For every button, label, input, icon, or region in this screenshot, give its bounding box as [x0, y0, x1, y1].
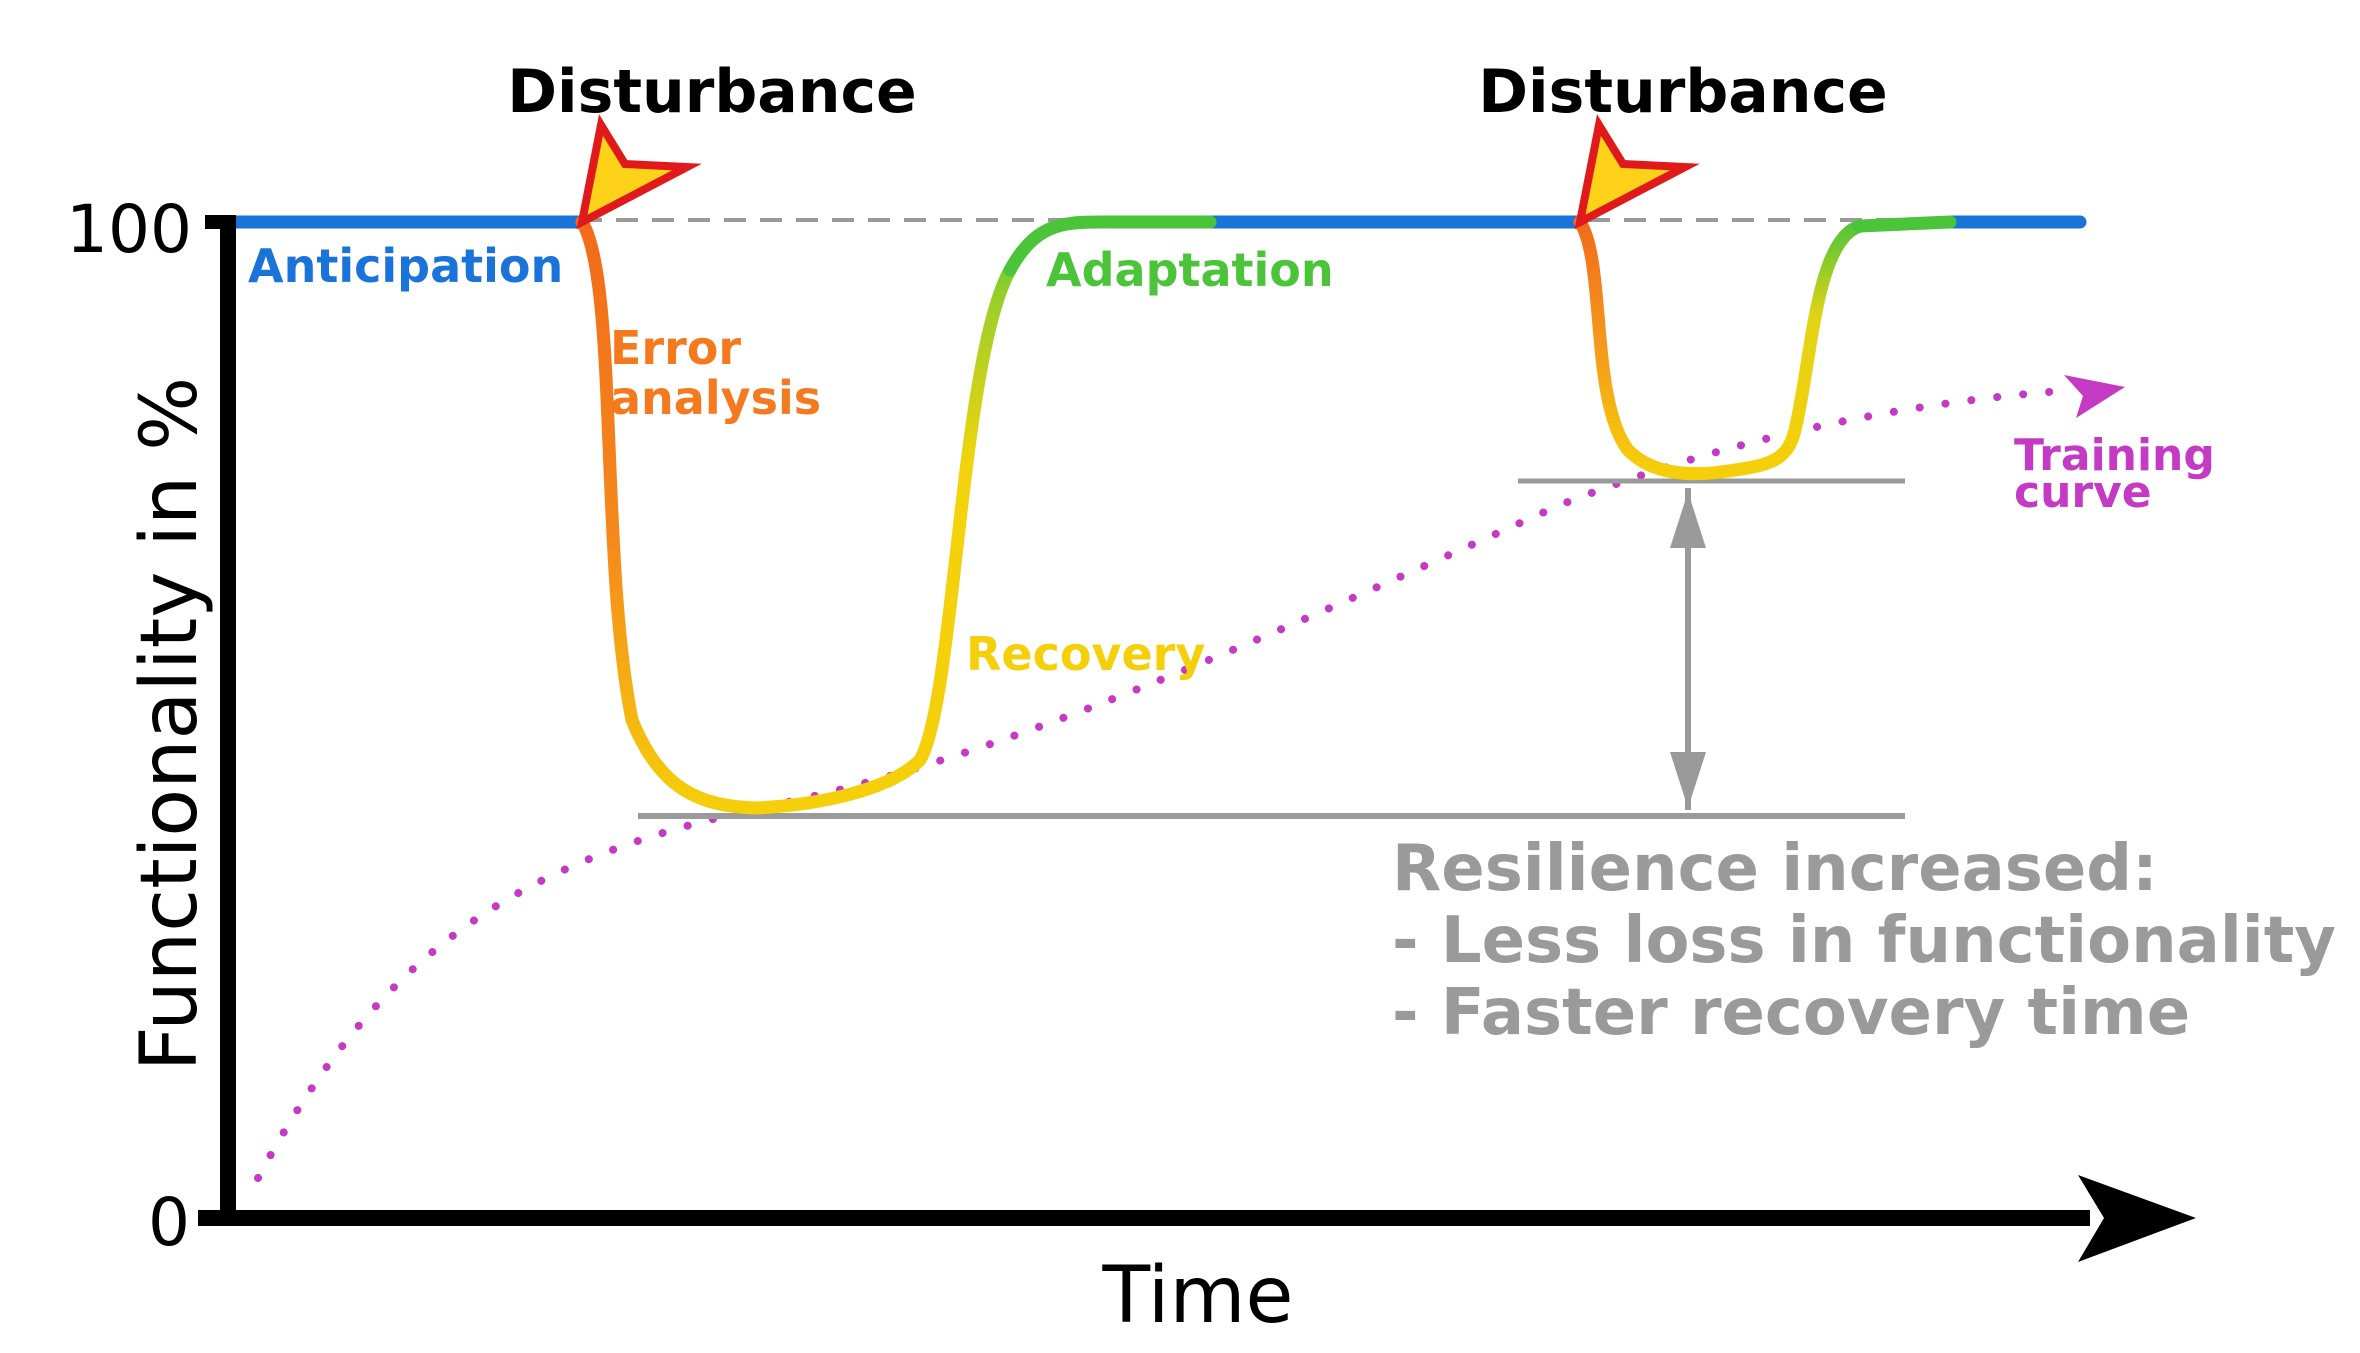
second-recovery-segment: [1728, 219, 1867, 477]
resilience-title: Resilience increased:: [1392, 832, 2158, 906]
adaptation-label: Adaptation: [1046, 243, 1334, 297]
disturbance-label-2: Disturbance: [1478, 57, 1887, 127]
x-axis-arrowhead: [2078, 1175, 2196, 1262]
anticipation-label: Anticipation: [248, 239, 563, 293]
recovery-label: Recovery: [966, 627, 1205, 681]
lightning-bolt-icon: [576, 114, 702, 230]
second-error-segment: [1573, 215, 1742, 481]
training-curve-arrowhead: [2064, 375, 2125, 418]
training-curve-label-line1: Training: [2014, 430, 2215, 481]
resilience-arrowhead-down: [1670, 752, 1706, 808]
error-analysis-label-line2: analysis: [610, 371, 821, 425]
resilience-point-1: - Less loss in functionality: [1392, 904, 2336, 978]
resilience-arrowhead-up: [1670, 492, 1706, 548]
x-axis-label: Time: [1102, 1251, 1294, 1341]
second-adaptation-segment: [1853, 215, 1957, 233]
adaptation-segment: [1003, 215, 1217, 277]
lightning-bolt-icon: [1574, 114, 1700, 230]
y-axis-label: Functionality in %: [125, 377, 215, 1071]
training-curve: [254, 386, 2079, 1182]
training-curve-label-line2: curve: [2014, 467, 2152, 518]
y-tick-100: 100: [66, 191, 192, 268]
resilience-point-2: - Faster recovery time: [1392, 976, 2190, 1050]
error-analysis-segment: [575, 215, 762, 815]
disturbance-label-1: Disturbance: [507, 57, 916, 127]
recovery-segment: [748, 263, 1017, 815]
y-tick-0: 0: [148, 1184, 190, 1261]
error-analysis-label-line1: Error: [610, 321, 741, 375]
